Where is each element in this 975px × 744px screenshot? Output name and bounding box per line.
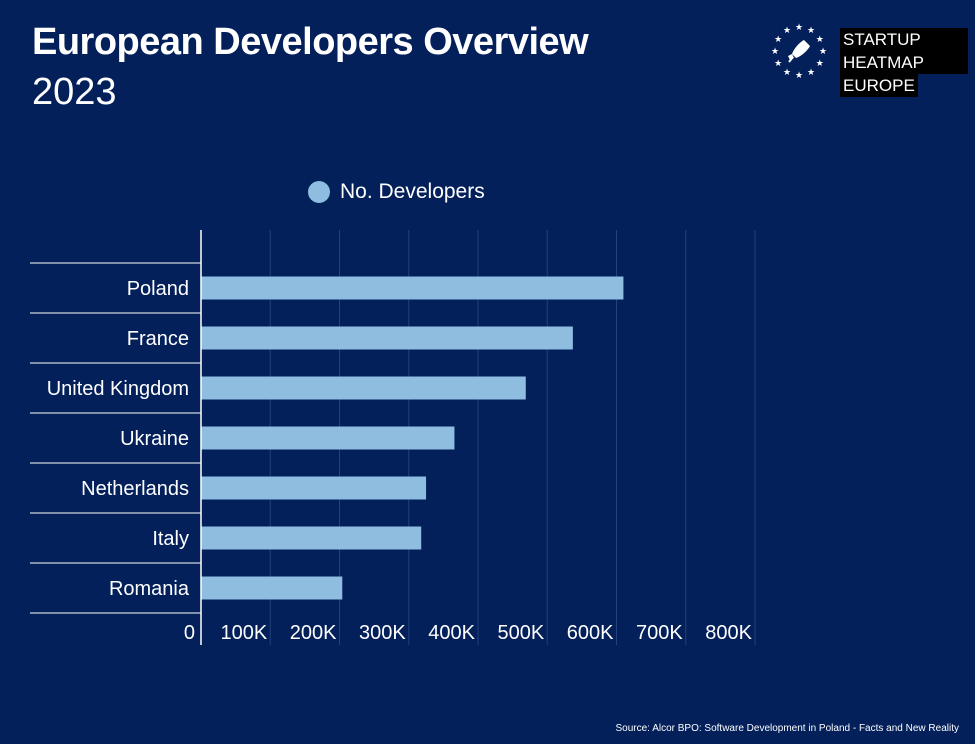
bar-ukraine: [201, 426, 455, 450]
logo-line-2: EUROPE: [840, 74, 918, 97]
bar-poland: [201, 276, 624, 300]
logo-star: ★: [771, 46, 779, 56]
bar-netherlands: [201, 476, 427, 500]
x-tick-label: 300K: [359, 622, 406, 644]
category-label: Ukraine: [120, 428, 189, 450]
logo-star: ★: [816, 58, 824, 68]
logo-line-1: STARTUP HEATMAP: [840, 28, 968, 74]
x-tick-label: 800K: [705, 622, 752, 644]
logo-star: ★: [795, 70, 803, 80]
logo-star: ★: [774, 34, 782, 44]
logo-star: ★: [807, 67, 815, 77]
category-label: Romania: [109, 578, 190, 600]
x-tick-label: 700K: [636, 622, 683, 644]
category-label: France: [127, 328, 189, 350]
logo-star: ★: [816, 34, 824, 44]
logo-star: ★: [819, 46, 827, 56]
x-tick-label: 100K: [221, 622, 268, 644]
x-tick-label: 600K: [567, 622, 614, 644]
x-tick-label: 200K: [290, 622, 337, 644]
legend-swatch: [308, 181, 330, 203]
logo-star: ★: [783, 67, 791, 77]
bar-romania: [201, 576, 343, 600]
x-tick-label: 500K: [498, 622, 545, 644]
legend-label: No. Developers: [340, 180, 485, 203]
x-tick-label: 0: [184, 622, 195, 644]
startup-heatmap-logo: ★ ★ ★ ★ ★ ★ ★ ★ ★ ★ ★ ★ STARTUP HEATMAP EUROPE: [768, 20, 968, 97]
category-label: United Kingdom: [47, 378, 189, 400]
source-note: Source: Alcor BPO: Software Development …: [615, 723, 960, 734]
logo-star: ★: [783, 25, 791, 35]
x-tick-label: 400K: [428, 622, 475, 644]
category-label: Netherlands: [81, 478, 189, 500]
logo-star: ★: [807, 25, 815, 35]
logo-text: STARTUP HEATMAP EUROPE: [840, 28, 968, 97]
chart-subtitle: 2023: [32, 71, 117, 113]
category-label: Italy: [152, 528, 189, 550]
category-label: Poland: [127, 278, 189, 300]
chart-title: European Developers Overview: [32, 21, 589, 63]
logo-star: ★: [774, 58, 782, 68]
logo-star: ★: [795, 22, 803, 32]
bar-france: [201, 326, 573, 350]
chart-legend: No. Developers: [308, 180, 485, 204]
rocket-icon: ★ ★★★★★★★★★★★: [771, 22, 827, 80]
bar-italy: [201, 526, 422, 550]
bar-united-kingdom: [201, 376, 526, 400]
